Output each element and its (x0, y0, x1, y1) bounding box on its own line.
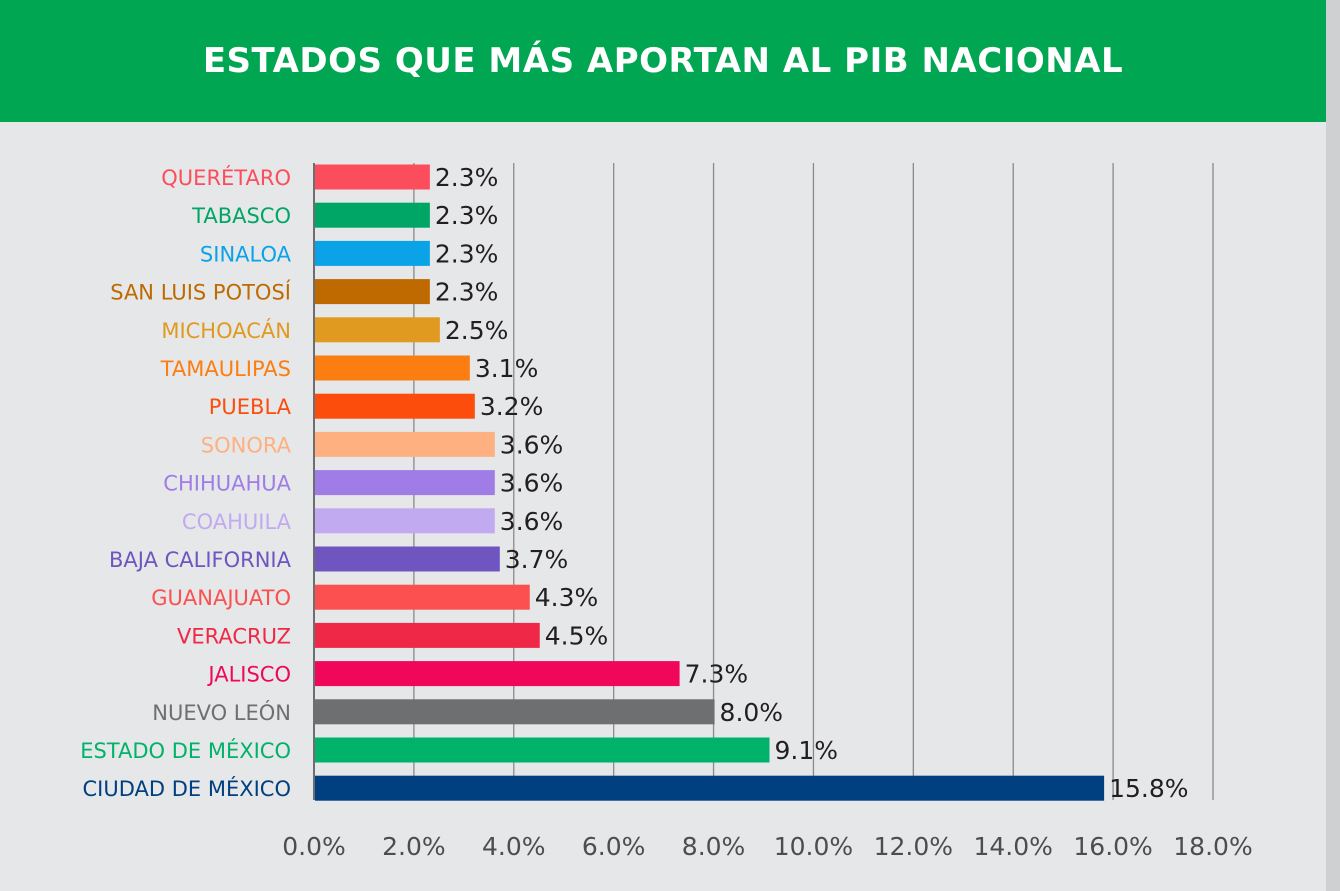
chart-title: ESTADOS QUE MÁS APORTAN AL PIB NACIONAL (202, 41, 1124, 81)
category-label: TAMAULIPAS (160, 357, 291, 381)
x-tick-label: 2.0% (382, 832, 446, 861)
gridlines (313, 163, 1214, 800)
category-label: JALISCO (206, 663, 291, 687)
x-axis-tick-labels: 0.0% 2.0% 4.0% 6.0% 8.0% 10.0% 12.0% 14.0% 16.0%… (282, 832, 1252, 861)
x-tick-label: 14.0% (974, 832, 1053, 861)
category-label: BAJA CALIFORNIA (109, 548, 292, 572)
bar (315, 355, 470, 381)
value-label: 4.3% (535, 583, 599, 612)
bar (315, 699, 715, 725)
bar (315, 279, 430, 305)
category-label: CIUDAD DE MÉXICO (82, 776, 291, 801)
value-label: 3.6% (500, 469, 564, 498)
x-tick-label: 0.0% (282, 832, 346, 861)
value-label: 3.6% (500, 507, 564, 536)
bar (315, 470, 495, 496)
category-label: MICHOACÁN (161, 318, 291, 343)
x-tick-label: 16.0% (1073, 832, 1152, 861)
x-tick-label: 18.0% (1173, 832, 1252, 861)
value-label: 3.2% (480, 392, 544, 421)
bar (315, 240, 430, 266)
x-tick-label: 8.0% (682, 832, 746, 861)
bar (315, 661, 680, 687)
bar (315, 584, 530, 610)
category-label: PUEBLA (209, 395, 292, 419)
category-label: COAHUILA (182, 510, 292, 534)
value-label: 3.1% (475, 354, 539, 383)
bar (315, 431, 495, 457)
value-label: 2.3% (435, 163, 499, 192)
bar (315, 164, 430, 190)
value-label: 7.3% (685, 660, 749, 689)
category-label: CHIHUAHUA (163, 472, 291, 496)
category-label: VERACRUZ (177, 624, 291, 648)
category-label: NUEVO LEÓN (152, 700, 291, 725)
bars (315, 164, 1105, 801)
bar (315, 737, 770, 763)
category-label: SINALOA (200, 242, 292, 266)
bar (315, 508, 495, 534)
category-labels: QUERÉTARO TABASCO SINALOA SAN LUIS POTOSÍ MI… (80, 165, 291, 801)
category-label: SONORA (201, 433, 292, 457)
value-labels: 2.3% 2.3% 2.3% 2.3% 2.5% 3.1% 3.2% 3.6% 3.6% 3.6%… (435, 163, 1189, 803)
chart-title-banner: ESTADOS QUE MÁS APORTAN AL PIB NACIONAL (0, 0, 1326, 122)
value-label: 3.7% (505, 545, 569, 574)
value-label: 15.8% (1109, 774, 1188, 803)
value-label: 4.5% (545, 621, 609, 650)
category-label: GUANAJUATO (151, 586, 291, 610)
value-label: 9.1% (774, 736, 838, 765)
category-label: QUERÉTARO (161, 165, 291, 190)
bar (315, 393, 475, 419)
category-label: SAN LUIS POTOSÍ (110, 280, 291, 305)
value-label: 2.3% (435, 201, 499, 230)
value-label: 2.3% (435, 239, 499, 268)
category-label: ESTADO DE MÉXICO (80, 738, 291, 763)
bar (315, 775, 1105, 801)
x-tick-label: 6.0% (582, 832, 646, 861)
x-tick-label: 12.0% (874, 832, 953, 861)
right-edge-strip (1326, 0, 1340, 891)
value-label: 2.3% (435, 278, 499, 307)
category-label: TABASCO (191, 204, 291, 228)
value-label: 3.6% (500, 430, 564, 459)
value-label: 8.0% (720, 698, 784, 727)
value-label: 2.5% (445, 316, 509, 345)
bar (315, 202, 430, 228)
bar (315, 317, 440, 343)
bar (315, 546, 500, 572)
bar (315, 622, 540, 648)
x-tick-label: 10.0% (774, 832, 853, 861)
x-tick-label: 4.0% (482, 832, 546, 861)
